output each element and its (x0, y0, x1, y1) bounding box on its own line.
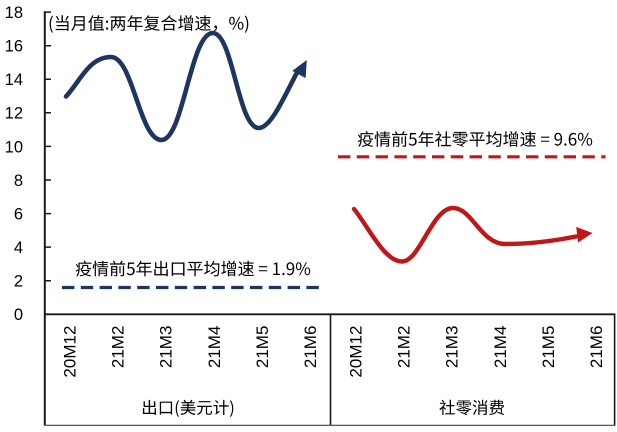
svg-text:20M12: 20M12 (61, 326, 80, 378)
svg-text:21M5: 21M5 (539, 326, 558, 369)
svg-text:21M5: 21M5 (253, 326, 272, 369)
svg-text:21M6: 21M6 (587, 326, 606, 369)
svg-text:21M3: 21M3 (443, 326, 462, 369)
svg-text:2: 2 (14, 273, 23, 291)
svg-text:14: 14 (5, 71, 23, 89)
svg-text:18: 18 (5, 4, 23, 22)
svg-text:21M4: 21M4 (491, 326, 510, 369)
svg-text:12: 12 (5, 105, 23, 123)
svg-text:0: 0 (14, 306, 23, 324)
svg-text:4: 4 (14, 239, 23, 257)
svg-text:8: 8 (14, 172, 23, 190)
svg-text:20M12: 20M12 (347, 326, 366, 378)
svg-text:21M2: 21M2 (395, 326, 414, 369)
svg-text:21M2: 21M2 (109, 326, 128, 369)
svg-text:16: 16 (5, 38, 23, 56)
svg-text:10: 10 (5, 138, 23, 156)
svg-text:6: 6 (14, 206, 23, 224)
svg-text:21M3: 21M3 (157, 326, 176, 369)
svg-text:21M6: 21M6 (301, 326, 320, 369)
svg-text:21M4: 21M4 (205, 326, 224, 369)
